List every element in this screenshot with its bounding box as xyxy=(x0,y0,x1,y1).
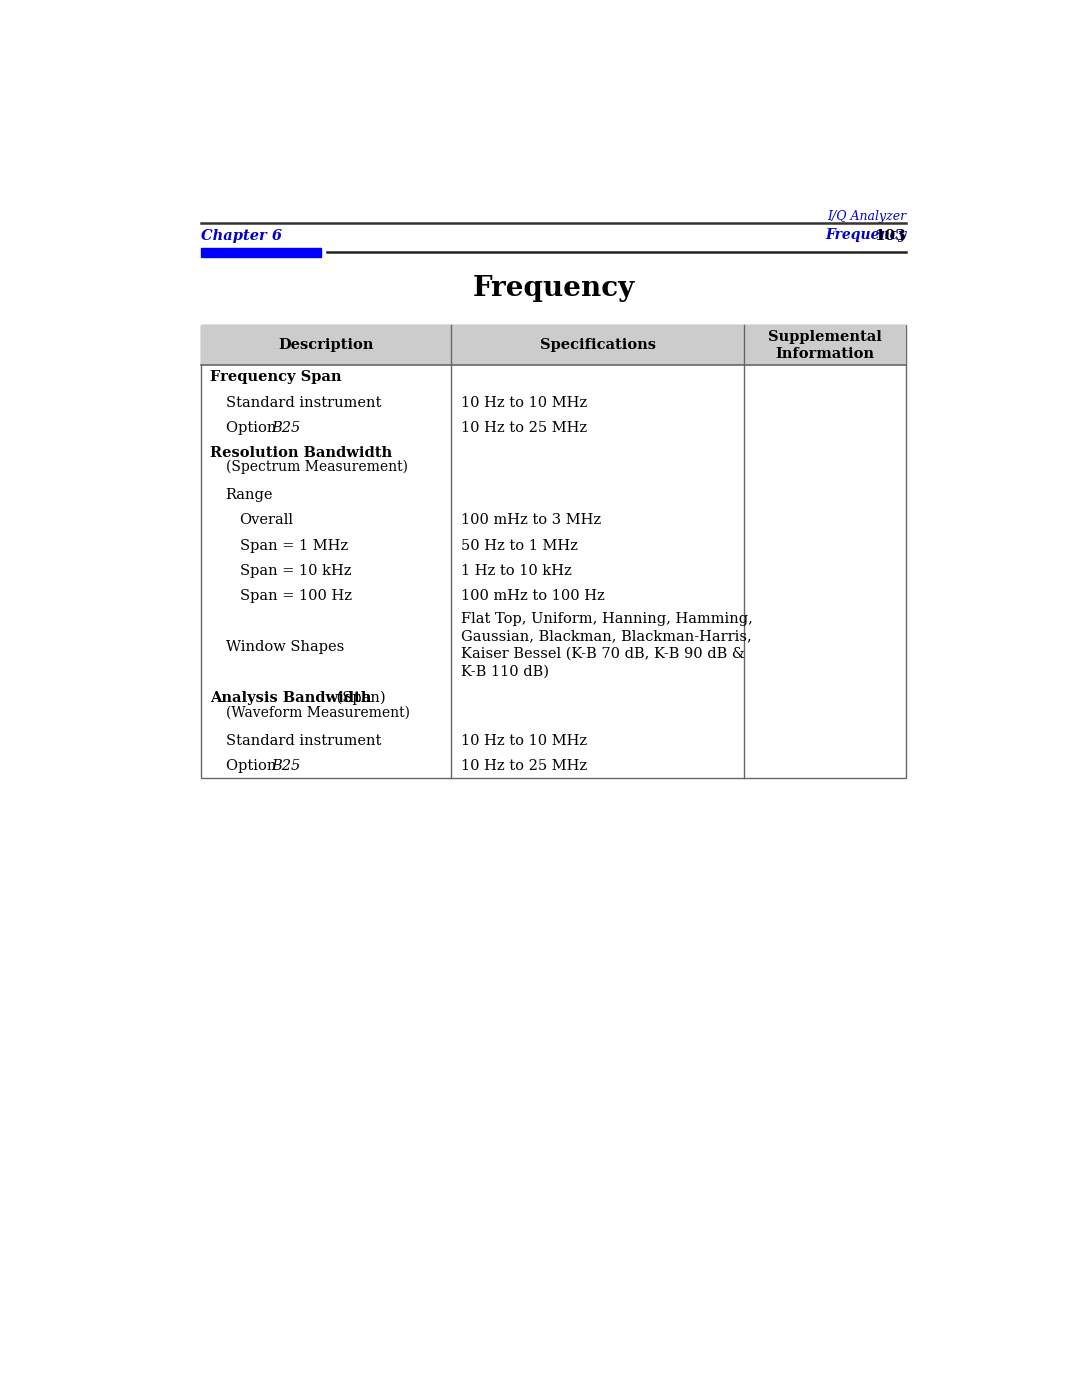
Text: B25: B25 xyxy=(271,420,301,434)
Text: K-B 110 dB): K-B 110 dB) xyxy=(460,665,549,679)
Text: Chapter 6: Chapter 6 xyxy=(201,229,282,243)
Text: Frequency Span: Frequency Span xyxy=(211,370,341,384)
Text: B25: B25 xyxy=(271,759,301,773)
Text: 103: 103 xyxy=(874,229,906,243)
Text: 100 mHz to 100 Hz: 100 mHz to 100 Hz xyxy=(460,588,605,602)
Text: (Spectrum Measurement): (Spectrum Measurement) xyxy=(226,460,407,475)
Bar xyxy=(201,326,906,778)
Bar xyxy=(201,249,321,257)
Text: Description: Description xyxy=(279,338,374,352)
Text: Frequency: Frequency xyxy=(472,275,635,302)
Text: Range: Range xyxy=(226,489,273,503)
Text: Frequency: Frequency xyxy=(825,228,906,242)
Text: 100 mHz to 3 MHz: 100 mHz to 3 MHz xyxy=(460,514,600,528)
Text: (Waveform Measurement): (Waveform Measurement) xyxy=(226,705,409,719)
Text: 10 Hz to 25 MHz: 10 Hz to 25 MHz xyxy=(460,759,586,773)
Text: 10 Hz to 10 MHz: 10 Hz to 10 MHz xyxy=(460,395,586,409)
Text: Window Shapes: Window Shapes xyxy=(226,640,343,654)
Text: Resolution Bandwidth: Resolution Bandwidth xyxy=(211,446,392,460)
Text: Span = 100 Hz: Span = 100 Hz xyxy=(240,588,352,602)
Text: Span = 10 kHz: Span = 10 kHz xyxy=(240,563,351,577)
Text: (Span): (Span) xyxy=(333,692,386,705)
Text: Analysis Bandwidth: Analysis Bandwidth xyxy=(211,692,372,705)
Text: Span = 1 MHz: Span = 1 MHz xyxy=(240,538,348,552)
Text: Gaussian, Blackman, Blackman-Harris,: Gaussian, Blackman, Blackman-Harris, xyxy=(460,630,752,644)
Text: Flat Top, Uniform, Hanning, Hamming,: Flat Top, Uniform, Hanning, Hamming, xyxy=(460,612,753,626)
Text: 10 Hz to 25 MHz: 10 Hz to 25 MHz xyxy=(460,420,586,434)
Text: Option: Option xyxy=(226,759,281,773)
Bar xyxy=(201,326,906,365)
Text: Option: Option xyxy=(226,420,281,434)
Text: Overall: Overall xyxy=(240,514,294,528)
Text: 10 Hz to 10 MHz: 10 Hz to 10 MHz xyxy=(460,733,586,747)
Text: 1 Hz to 10 kHz: 1 Hz to 10 kHz xyxy=(460,563,571,577)
Text: Standard instrument: Standard instrument xyxy=(226,733,381,747)
Text: Specifications: Specifications xyxy=(540,338,656,352)
Text: Kaiser Bessel (K-B 70 dB, K-B 90 dB &: Kaiser Bessel (K-B 70 dB, K-B 90 dB & xyxy=(460,647,744,661)
Text: I/Q Analyzer: I/Q Analyzer xyxy=(827,210,906,224)
Text: 50 Hz to 1 MHz: 50 Hz to 1 MHz xyxy=(460,538,578,552)
Text: Standard instrument: Standard instrument xyxy=(226,395,381,409)
Text: Supplemental
Information: Supplemental Information xyxy=(768,330,882,360)
